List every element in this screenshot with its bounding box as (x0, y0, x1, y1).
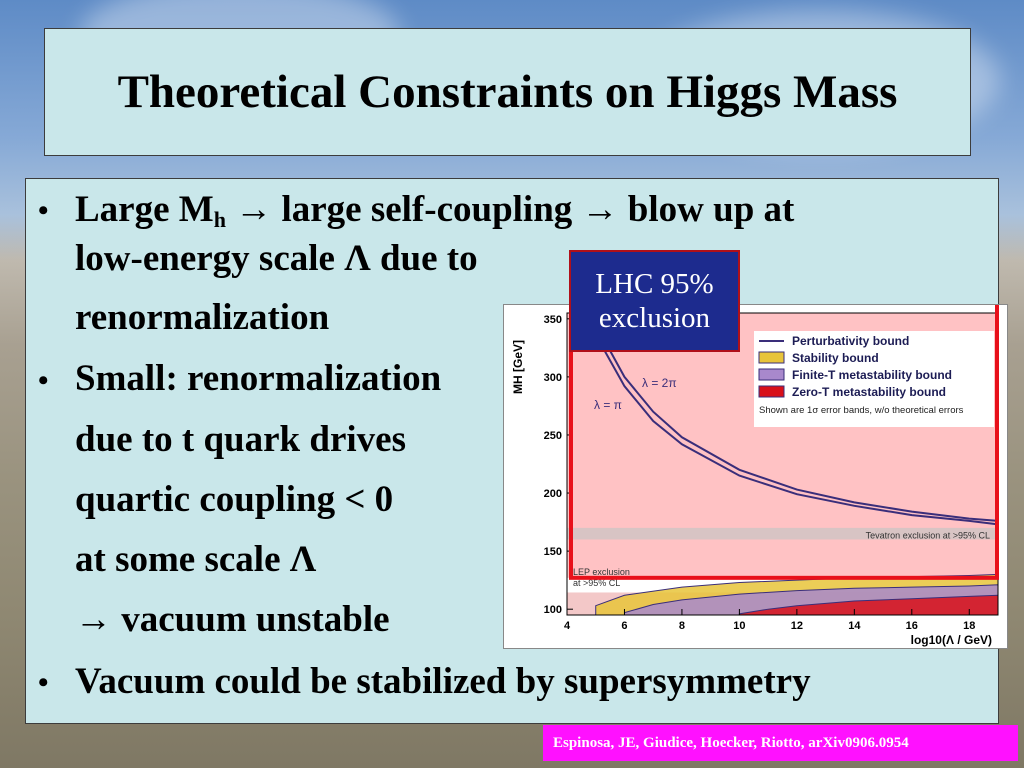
bullet-marker: • (38, 194, 49, 227)
bullet-1-text-a: Large M (75, 189, 214, 230)
x-tick-label: 4 (564, 620, 571, 632)
higgs-bounds-plot: 4 6 8 10 12 14 16 18 100 150 200 250 300 350 log10(Λ /… (503, 251, 1008, 649)
legend-entry: Zero-T metastability bound (792, 385, 946, 399)
x-tick-label: 10 (733, 620, 745, 632)
y-tick-label: 200 (544, 488, 562, 500)
title-box: Theoretical Constraints on Higgs Mass (44, 28, 971, 156)
lep-label-line-2: at >95% CL (573, 578, 620, 588)
legend-entry: Perturbativity bound (792, 334, 909, 348)
bullet-1-line-3: renormalization (75, 297, 330, 338)
x-tick-label: 14 (848, 620, 861, 632)
bullet-2-line-4: at some scale Λ (75, 539, 317, 580)
bullet-2-line-1: Small: renormalization (75, 358, 442, 399)
perturbativity-curve (589, 324, 999, 526)
lambda-pi-label: λ = π (594, 398, 622, 412)
y-tick-label: 350 (544, 314, 562, 326)
x-axis-label: log10(Λ / GeV) (911, 633, 992, 647)
bullet-marker: • (38, 666, 49, 699)
y-axis-label: MH [GeV] (511, 340, 525, 394)
citation-badge: Espinosa, JE, Giudice, Hoecker, Riotto, … (543, 725, 1018, 761)
lhc-label-line-2: exclusion (598, 302, 711, 334)
y-tick-label: 150 (544, 546, 562, 558)
bullet-2-line-5: → vacuum unstable (75, 599, 390, 640)
lhc-label-line-1: LHC 95% (595, 268, 714, 300)
bullet-1-text-b: → large self-coupling → blow up at (225, 189, 795, 230)
legend-entry: Stability bound (792, 351, 879, 365)
x-tick-label: 12 (791, 620, 803, 632)
plot-svg: 4 6 8 10 12 14 16 18 100 150 200 250 300 350 log10(Λ /… (511, 251, 999, 647)
bullet-2-line-2: due to t quark drives (75, 419, 406, 460)
bullet-3-line-1: Vacuum could be stabilized by supersymme… (75, 661, 811, 702)
y-tick-label: 250 (544, 430, 562, 442)
tevatron-label: Tevatron exclusion at >95% CL (866, 531, 990, 541)
x-tick-label: 18 (963, 620, 975, 632)
x-tick-label: 8 (679, 620, 685, 632)
legend-swatch (758, 385, 785, 398)
x-tick-label: 6 (621, 620, 627, 632)
bullet-1-subscript: h (213, 207, 226, 232)
x-tick-label: 16 (906, 620, 918, 632)
y-tick-label: 100 (544, 604, 562, 616)
lep-label-line-1: LEP exclusion (573, 567, 630, 577)
legend-background (754, 331, 994, 427)
legend-entry: Finite-T metastability bound (792, 368, 952, 382)
bullet-1-line-2: low-energy scale Λ due to (75, 238, 478, 279)
y-tick-label: 300 (544, 372, 562, 384)
lhc-exclusion-label: LHC 95% exclusion (569, 250, 740, 352)
slide-title: Theoretical Constraints on Higgs Mass (117, 66, 898, 118)
bullet-marker: • (38, 364, 49, 397)
legend-note: Shown are 1σ error bands, w/o theoretica… (759, 405, 964, 416)
tevatron-exclusion-band (567, 527, 998, 540)
bullet-2-line-3: quartic coupling < 0 (75, 479, 394, 520)
lambda-2pi-label: λ = 2π (642, 376, 677, 390)
perturbativity-curve (594, 324, 999, 522)
bullet-1-line-1: Large Mh → large self-coupling → blow up… (75, 188, 794, 232)
legend-swatch (758, 368, 785, 381)
legend-swatch (758, 351, 785, 364)
